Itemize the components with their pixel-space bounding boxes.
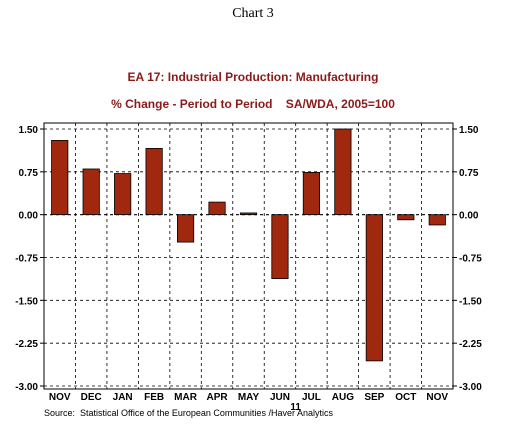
y-tick-label-left: -2.25 [15, 339, 38, 350]
source-note: Source: Statistical Office of the Europe… [44, 408, 333, 418]
y-tick-label-left: 1.50 [19, 125, 39, 136]
y-tick-label-right: 1.50 [459, 125, 479, 136]
y-tick-label-left: 0.00 [19, 211, 39, 222]
chart-caption: Chart 3 [232, 6, 274, 21]
y-tick-label-right: -1.50 [459, 296, 482, 307]
x-tick-label: SEP [364, 392, 384, 403]
year-label: 11 [290, 402, 301, 413]
bar [428, 214, 446, 226]
x-tick-label: NOV [426, 392, 448, 403]
x-tick-label: OCT [395, 392, 416, 403]
bar [365, 214, 383, 362]
bar [302, 172, 321, 216]
y-tick-label-left: -0.75 [15, 254, 38, 265]
chart-subtitle: % Change - Period to Period SA/WDA, 2005… [111, 97, 395, 111]
x-tick-label: JAN [113, 392, 133, 403]
bar [145, 148, 163, 216]
y-tick-label-right: 0.00 [459, 211, 479, 222]
x-tick-label: MAY [238, 392, 260, 403]
chart-title: EA 17: Industrial Production: Manufactur… [127, 70, 379, 84]
x-tick-label: JUL [302, 392, 321, 403]
x-tick-label: NOV [49, 392, 71, 403]
y-tick-label-left: -3.00 [15, 382, 38, 393]
bar [208, 201, 226, 216]
x-tick-label: DEC [81, 392, 102, 403]
bar [334, 128, 352, 216]
bar [51, 140, 69, 216]
bar [271, 214, 289, 280]
y-tick-label-left: -1.50 [15, 296, 38, 307]
y-tick-label-right: -3.00 [459, 382, 482, 393]
y-tick-label-left: 0.75 [19, 168, 39, 179]
x-tick-label: JUN [270, 392, 290, 403]
bar [176, 214, 195, 243]
x-tick-label: MAR [174, 392, 198, 403]
plot-frame [43, 122, 454, 390]
y-tick-label-right: 0.75 [459, 168, 479, 179]
y-tick-label-right: -2.25 [459, 339, 482, 350]
bar [397, 214, 415, 221]
bar [82, 168, 100, 216]
bar [114, 173, 132, 216]
x-tick-label: APR [206, 392, 228, 403]
x-tick-label: AUG [332, 392, 354, 403]
y-tick-label-right: -0.75 [459, 254, 482, 265]
x-tick-label: FEB [144, 392, 164, 403]
